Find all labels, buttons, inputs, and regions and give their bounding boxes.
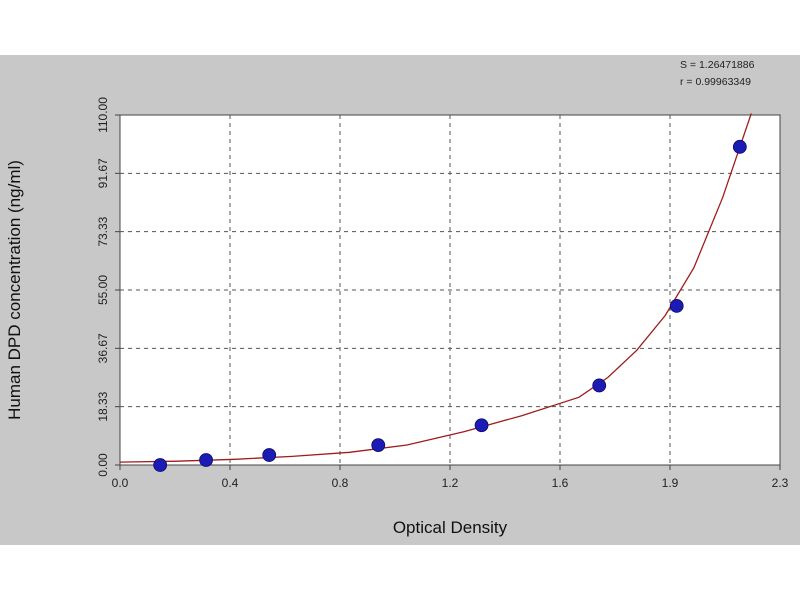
r-statistic: r = 0.99963349 (680, 76, 751, 88)
s-statistic: S = 1.26471886 (680, 59, 755, 71)
y-axis-title: Human DPD concentration (ng/ml) (5, 160, 24, 420)
fit-curve (119, 113, 752, 463)
y-tick-label: 55.00 (96, 275, 110, 305)
y-tick-label: 73.33 (96, 216, 110, 246)
x-tick-label: 0.4 (222, 476, 239, 490)
x-axis-ticks: 0.0 0.4 0.8 1.2 1.6 1.9 2.3 (112, 465, 789, 490)
data-points (153, 139, 747, 472)
chart-svg: 0.0 0.4 0.8 1.2 1.6 1.9 2.3 0.00 18.33 36.67 55.0… (5, 59, 789, 537)
x-tick-label: 0.8 (332, 476, 349, 490)
x-axis-title: Optical Density (393, 518, 508, 537)
x-tick-label: 1.9 (662, 476, 679, 490)
y-tick-label: 36.67 (96, 333, 110, 363)
data-point (153, 458, 168, 472)
y-tick-label: 110.00 (96, 97, 110, 133)
data-point (199, 453, 213, 467)
y-tick-label: 18.33 (96, 391, 110, 421)
data-point (669, 299, 684, 313)
y-tick-label: 0.00 (96, 453, 110, 477)
chart-panel: 0.0 0.4 0.8 1.2 1.6 1.9 2.3 0.00 18.33 36.67 55.0… (0, 55, 800, 545)
x-tick-label: 0.0 (112, 476, 129, 490)
data-point (371, 438, 386, 453)
x-tick-label: 2.3 (772, 476, 789, 490)
y-tick-label: 91.67 (96, 158, 110, 188)
x-tick-label: 1.6 (552, 476, 569, 490)
data-point (592, 378, 607, 393)
x-tick-label: 1.2 (442, 476, 459, 490)
data-point (732, 139, 747, 154)
data-point (262, 448, 277, 462)
data-point (474, 418, 489, 433)
y-axis-ticks: 0.00 18.33 36.67 55.00 73.33 91.67 110.00 (96, 97, 120, 477)
grid (120, 115, 780, 465)
